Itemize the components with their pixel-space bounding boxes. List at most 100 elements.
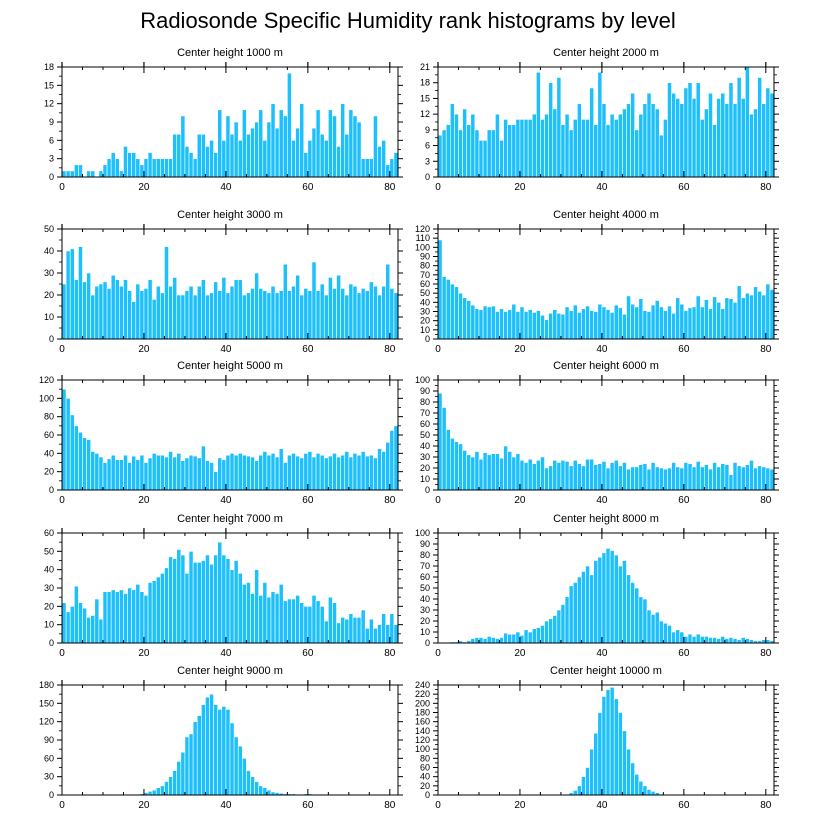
x-tick-label: 60 bbox=[302, 800, 314, 811]
histogram-bar bbox=[385, 164, 391, 178]
histogram-bar bbox=[609, 550, 615, 644]
histogram-bar bbox=[503, 311, 508, 340]
histogram-bar bbox=[69, 248, 75, 340]
histogram-bar bbox=[667, 305, 672, 340]
histogram-bar bbox=[196, 715, 202, 796]
histogram-bar bbox=[98, 170, 104, 178]
histogram-bar bbox=[262, 140, 268, 178]
x-tick-label: 0 bbox=[435, 344, 441, 355]
histogram-bar bbox=[127, 290, 132, 340]
histogram-bar bbox=[61, 283, 67, 340]
histogram-bar bbox=[110, 454, 116, 491]
histogram-bar bbox=[745, 464, 750, 491]
histogram-bar bbox=[687, 633, 693, 644]
histogram-bar bbox=[695, 633, 701, 644]
histogram-bar bbox=[732, 462, 738, 491]
histogram-bar bbox=[585, 767, 590, 796]
histogram-bar bbox=[233, 560, 239, 644]
panel-title: Center height 6000 m bbox=[553, 360, 659, 372]
x-tick-label: 0 bbox=[435, 495, 441, 506]
histogram-bar bbox=[536, 310, 541, 340]
histogram-bar bbox=[221, 140, 227, 178]
y-tick-label: 0 bbox=[425, 790, 430, 800]
histogram-bar bbox=[728, 298, 734, 340]
histogram-bar bbox=[246, 582, 251, 644]
histogram-bar bbox=[556, 313, 562, 340]
histogram-bar bbox=[373, 457, 378, 491]
histogram-bar bbox=[753, 286, 758, 340]
histogram-bar bbox=[250, 456, 255, 491]
x-tick-label: 40 bbox=[596, 648, 608, 659]
histogram-bar bbox=[393, 425, 399, 491]
histogram-bar bbox=[589, 748, 595, 796]
histogram-bar bbox=[474, 637, 480, 644]
histogram-bar bbox=[683, 310, 689, 340]
histogram-bar bbox=[65, 398, 71, 491]
histogram-bar bbox=[515, 631, 521, 644]
histogram-bar bbox=[389, 430, 395, 491]
y-tick-label: 50 bbox=[420, 288, 430, 298]
histogram-bar bbox=[114, 158, 120, 178]
histogram-bar bbox=[716, 98, 722, 178]
histogram-bar bbox=[515, 311, 521, 340]
y-tick-label: 60 bbox=[44, 528, 54, 538]
histogram-bar bbox=[258, 454, 264, 491]
histogram-bar bbox=[745, 638, 750, 644]
y-tick-label: 240 bbox=[415, 680, 430, 690]
histogram-bar bbox=[278, 109, 284, 178]
histogram-bar bbox=[757, 77, 763, 178]
x-tick-label: 0 bbox=[435, 182, 441, 193]
histogram-bar bbox=[585, 565, 590, 644]
y-tick-label: 6 bbox=[49, 135, 54, 145]
y-tick-label: 120 bbox=[39, 717, 54, 727]
histogram-bar bbox=[332, 453, 337, 491]
histogram-bar bbox=[572, 582, 578, 644]
histogram-bar bbox=[634, 129, 640, 178]
histogram-bar bbox=[155, 454, 161, 491]
histogram-bar bbox=[699, 636, 705, 644]
histogram-bar bbox=[287, 72, 292, 178]
histogram-bar bbox=[650, 304, 656, 340]
histogram-bar bbox=[548, 618, 554, 644]
y-tick-label: 0 bbox=[49, 638, 54, 648]
x-tick-label: 20 bbox=[138, 648, 150, 659]
histogram-bar bbox=[102, 462, 108, 491]
histogram-bar bbox=[597, 71, 603, 178]
histogram-bar bbox=[336, 622, 341, 644]
x-tick-label: 40 bbox=[220, 648, 232, 659]
y-tick-label: 12 bbox=[44, 99, 54, 109]
y-tick-label: 0 bbox=[425, 638, 430, 648]
y-tick-label: 140 bbox=[415, 726, 430, 736]
y-tick-label: 30 bbox=[44, 268, 54, 278]
x-tick-label: 80 bbox=[760, 648, 772, 659]
x-tick-label: 60 bbox=[678, 495, 690, 506]
histogram-bar bbox=[445, 279, 451, 340]
histogram-bar bbox=[486, 306, 492, 340]
histogram-bar bbox=[307, 140, 313, 178]
histogram-bar bbox=[622, 730, 627, 796]
histogram-bar bbox=[352, 115, 358, 178]
histogram-bar bbox=[270, 103, 276, 178]
histogram-bar bbox=[180, 115, 186, 178]
histogram-bar bbox=[667, 82, 672, 178]
histogram-bar bbox=[577, 312, 582, 340]
histogram-bar bbox=[658, 306, 664, 340]
histogram-bar bbox=[143, 462, 149, 491]
histogram-bar bbox=[201, 133, 206, 178]
histogram-bar bbox=[736, 465, 742, 491]
histogram-bar bbox=[552, 459, 558, 491]
histogram-bar bbox=[328, 277, 333, 340]
histogram-bar bbox=[221, 459, 227, 491]
histogram-bar bbox=[307, 451, 313, 491]
histogram-bar bbox=[295, 127, 300, 178]
histogram-bar bbox=[180, 751, 186, 796]
histogram-bar bbox=[356, 292, 362, 340]
x-tick-label: 20 bbox=[514, 648, 526, 659]
histogram-bar bbox=[123, 593, 128, 644]
histogram-bar bbox=[135, 158, 141, 178]
y-tick-label: 40 bbox=[420, 297, 430, 307]
histogram-bar bbox=[192, 294, 198, 340]
histogram-bar bbox=[511, 303, 517, 340]
y-tick-label: 21 bbox=[420, 62, 430, 72]
y-tick-label: 100 bbox=[415, 528, 430, 538]
